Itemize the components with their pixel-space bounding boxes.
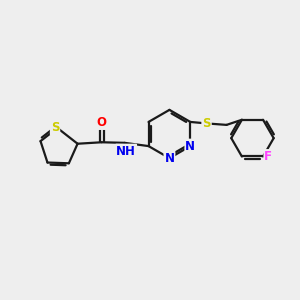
Text: F: F — [264, 150, 272, 163]
Text: S: S — [51, 122, 59, 134]
Text: N: N — [185, 140, 195, 153]
Text: NH: NH — [116, 145, 136, 158]
Text: S: S — [202, 117, 211, 130]
Text: O: O — [97, 116, 107, 129]
Text: N: N — [164, 152, 174, 165]
